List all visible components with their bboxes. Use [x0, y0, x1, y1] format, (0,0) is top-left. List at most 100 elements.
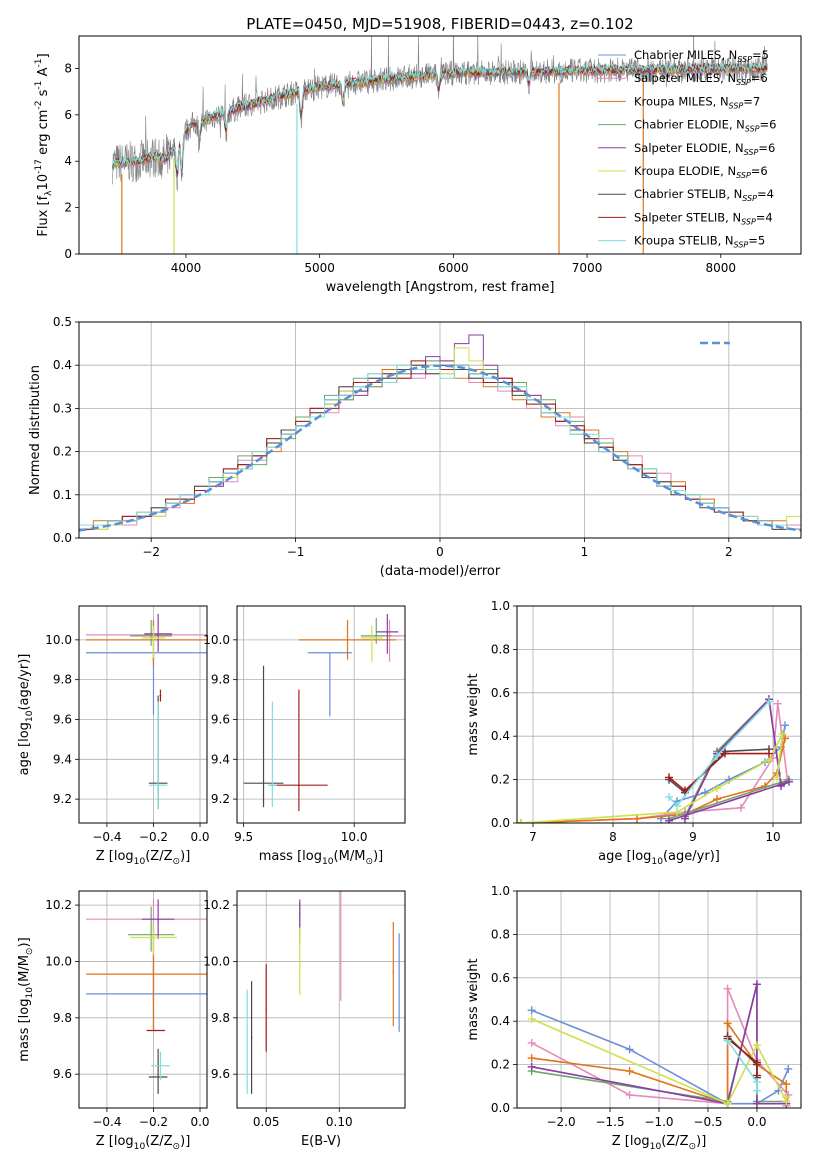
plot-area [79, 334, 801, 532]
plus-marker [721, 749, 729, 758]
plus-marker [784, 1064, 793, 1073]
panel-mass-vs-metallicity: −0.4 −0.2 0.0 9.6 9.8 10.0 10.2 Z [log10​(Z/Z⊙​… [17, 890, 210, 1152]
plus-marker [723, 1099, 732, 1108]
plus-marker [752, 1041, 761, 1050]
legend-label-tail: =6 [751, 164, 768, 178]
plus-marker [625, 1090, 634, 1099]
y-tick-label: 9.6 [53, 712, 72, 726]
x-tick-label: 0.05 [253, 1115, 280, 1129]
legend-label-sub: SSP [744, 148, 759, 157]
x-tick-label: 2 [725, 545, 733, 559]
data-point [152, 936, 155, 939]
legend-label-main: Chabrier MILES, N [634, 48, 737, 62]
x-axis-label: (data-model)/error [380, 564, 501, 579]
data-point [159, 694, 162, 697]
plot-area [243, 613, 405, 812]
legend-label-tail: =4 [757, 187, 774, 201]
plus-marker [713, 795, 721, 804]
plus-marker [673, 801, 681, 810]
y-tick-label: 9.8 [53, 673, 72, 687]
y-tick-label: 9.8 [53, 1011, 72, 1025]
plus-marker [665, 816, 673, 823]
x-tick-label: −0.2 [139, 830, 168, 844]
x-axis-label: mass [log10​(M/M⊙​)] [259, 849, 383, 867]
legend-label: Chabrier MILES, NSSP=5 [634, 48, 769, 64]
y-tick-label: 0.6 [491, 971, 510, 985]
y-tick-label: 10.0 [203, 633, 230, 647]
plus-marker [777, 782, 785, 791]
y-tick-label: 9.4 [211, 752, 230, 766]
legend-label: Kroupa STELIB, NSSP=5 [634, 234, 765, 250]
data-point [299, 960, 301, 963]
panel-mass-weight-vs-metallicity: −2.0 −1.5 −1.0 −0.5 0.0 0.0 0.2 0.4 0.6 0.8 1.0 Z [… [466, 884, 802, 1152]
data-point [339, 949, 342, 951]
model-spectrum-line [112, 61, 768, 171]
data-point [346, 639, 349, 641]
axes-frame [78, 605, 208, 824]
plus-marker [737, 803, 745, 812]
legend-label-main: Chabrier ELODIE, N [634, 118, 745, 132]
plus-marker [681, 786, 689, 795]
legend-label-sub: SSP [745, 125, 760, 134]
y-tick-label: 1.0 [491, 599, 510, 613]
y-tick-label: 0.4 [491, 1014, 510, 1028]
y-tick-label: 0.0 [491, 1101, 510, 1115]
y-tick-label: 9.6 [211, 712, 230, 726]
data-point [150, 933, 152, 936]
plus-marker [527, 1062, 536, 1071]
plus-marker [681, 814, 689, 823]
x-tick-label: 4000 [171, 261, 202, 275]
y-tick-label: 0.3 [53, 401, 72, 415]
plus-marker [752, 1099, 761, 1108]
x-tick-label: 0.0 [747, 1115, 766, 1129]
data-point [152, 637, 155, 639]
mass-weight-line [668, 700, 770, 807]
axes-frame [78, 35, 802, 255]
data-point [299, 912, 301, 915]
legend-label-main: Kroupa STELIB, N [634, 234, 734, 248]
plus-marker [765, 749, 773, 758]
x-tick-label: 9 [689, 830, 697, 844]
y-axis-label: age [log10​(age/yr)] [17, 654, 35, 776]
x-axis-label: wavelength [Angstrom, rest frame] [326, 280, 555, 295]
legend-label-sub: SSP [742, 194, 757, 203]
x-tick-label: 9.5 [234, 830, 253, 844]
plus-marker [625, 1067, 634, 1076]
normal-distribution-curve [79, 364, 801, 532]
data-point [375, 635, 378, 637]
x-tick-label: 8 [609, 830, 617, 844]
plus-marker [765, 697, 773, 706]
y-tick-label: 0.2 [53, 445, 72, 459]
axes-frame [236, 605, 406, 824]
legend-label-main: Kroupa MILES, N [634, 94, 729, 108]
data-point [386, 631, 389, 633]
y-tick-label: 0.0 [53, 531, 72, 545]
plus-marker [778, 730, 787, 739]
plus-marker [752, 1058, 761, 1067]
plot-area [517, 695, 793, 823]
panel-mass-vs-ebv: 0.05 0.10 9.6 9.8 10.0 10.2 E(B-V) [203, 890, 406, 1149]
y-tick-label: 0.2 [491, 1058, 510, 1072]
legend-label-sub: SSP [736, 171, 751, 180]
y-tick-label: 9.2 [53, 792, 72, 806]
x-tick-label: −0.5 [693, 1115, 722, 1129]
plus-marker [527, 1038, 536, 1047]
plus-marker [773, 699, 782, 708]
x-tick-label: 0 [436, 545, 444, 559]
plus-marker [713, 751, 721, 760]
plus-marker [527, 1015, 536, 1024]
plus-marker [782, 1080, 791, 1089]
y-tick-label: 0.8 [491, 642, 510, 656]
mass-weight-line [668, 752, 769, 792]
x-axis-label: age [log10​(age/yr)] [598, 849, 720, 867]
y-tick-label: 0.1 [53, 488, 72, 502]
x-tick-label: 1 [581, 545, 589, 559]
legend-label-sub: SSP [737, 55, 752, 64]
plus-marker [665, 792, 673, 801]
mass-weight-line [531, 988, 790, 1106]
x-tick-label: 7 [529, 830, 537, 844]
x-axis-label: Z [log10​(Z/Z⊙​)] [96, 1134, 191, 1152]
mass-weight-line [520, 733, 784, 823]
legend-label: Chabrier ELODIE, NSSP=6 [634, 118, 776, 134]
legend-label-tail: =4 [756, 210, 773, 224]
